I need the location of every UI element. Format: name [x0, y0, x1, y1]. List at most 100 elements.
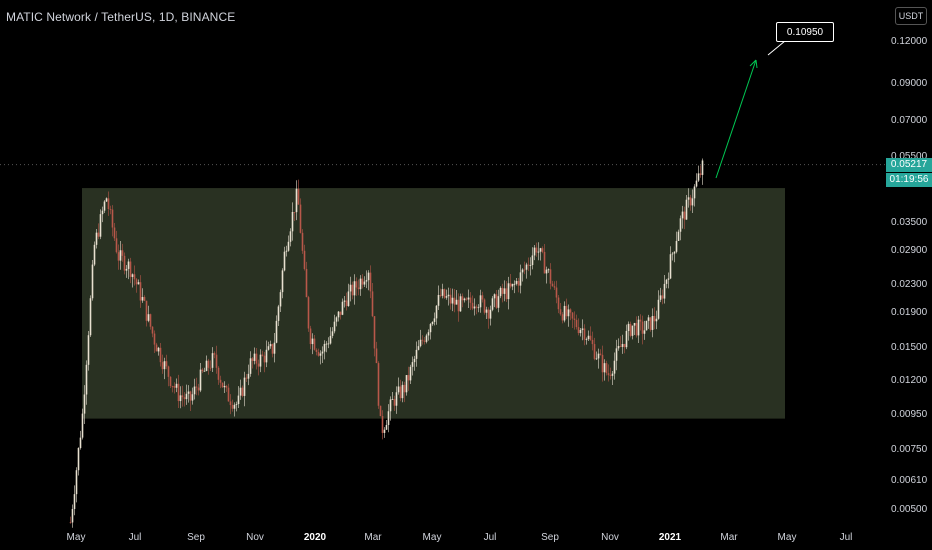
candle-body — [215, 354, 218, 368]
candle-body — [377, 363, 380, 406]
candle-body — [159, 347, 162, 363]
candle-body — [299, 204, 302, 233]
candle-body — [517, 280, 520, 286]
candle-body — [119, 250, 122, 261]
candle-body — [161, 362, 164, 370]
candle-body — [173, 386, 176, 388]
candle-body — [577, 327, 580, 334]
candle-body — [553, 286, 556, 288]
candle-body — [621, 343, 624, 347]
candle-body — [83, 394, 86, 414]
candle-body — [129, 261, 132, 277]
candle-body — [693, 186, 696, 199]
candle-body — [175, 383, 178, 388]
price-tick-label: 0.09000 — [891, 78, 928, 90]
candle-body — [355, 281, 358, 288]
candle-body — [241, 387, 244, 396]
candle-body — [205, 360, 208, 371]
candle-body — [617, 346, 620, 349]
candle-body — [615, 348, 618, 361]
candle-body — [313, 338, 316, 350]
candle-body — [101, 210, 104, 215]
candle-body — [663, 283, 666, 299]
candle-body — [523, 269, 526, 271]
candle-body — [267, 346, 270, 350]
candle-body — [145, 300, 148, 321]
candle-body — [685, 199, 688, 220]
candle-body — [439, 295, 442, 296]
candle-body — [321, 351, 324, 354]
candle-body — [427, 332, 430, 336]
candle-body — [497, 296, 500, 308]
price-tick-label: 0.00950 — [891, 409, 928, 421]
candle-body — [573, 318, 576, 320]
candle-body — [373, 316, 376, 349]
candle-body — [271, 344, 274, 354]
candle-body — [279, 292, 282, 307]
candle-body — [75, 470, 78, 495]
last-price-label: 0.05217 — [886, 157, 932, 172]
candle-body — [303, 250, 306, 269]
candle-body — [305, 268, 308, 298]
currency-button[interactable]: USDT — [895, 7, 927, 25]
candle-body — [473, 306, 476, 309]
candle-body — [591, 339, 594, 345]
candle-body — [569, 309, 572, 313]
candle-body — [369, 272, 372, 292]
candle-body — [283, 251, 286, 271]
candle-body — [227, 387, 230, 402]
candle-body — [71, 508, 74, 523]
time-tick-label: Jul — [128, 532, 142, 543]
candle-body — [493, 294, 496, 299]
candle-body — [341, 301, 344, 315]
candle-body — [87, 335, 90, 365]
candle-body — [363, 281, 366, 285]
callout-pointer — [767, 40, 786, 56]
target-price-callout[interactable]: 0.10950 — [776, 22, 834, 42]
candle-body — [127, 261, 130, 269]
candle-body — [193, 386, 196, 395]
candle-body — [539, 248, 542, 252]
candle-body — [421, 339, 424, 341]
candle-body — [393, 399, 396, 406]
candle-body — [235, 404, 238, 405]
candle-body — [113, 227, 116, 239]
candle-body — [359, 278, 362, 290]
candle-body — [701, 160, 704, 175]
candle-body — [99, 214, 102, 237]
candle-body — [499, 287, 502, 297]
candle-body — [691, 198, 694, 206]
candle-body — [475, 306, 478, 308]
candle-body — [255, 353, 258, 364]
candle-body — [93, 244, 96, 265]
candle-body — [665, 279, 668, 284]
candle-body — [239, 387, 242, 396]
candle-body — [337, 311, 340, 318]
candle-body — [467, 297, 470, 300]
candle-body — [179, 395, 182, 402]
time-tick-label: May — [777, 532, 797, 543]
candle-body — [695, 180, 698, 187]
candle-body — [485, 309, 488, 313]
candle-body — [295, 188, 298, 213]
price-tick-label: 0.02900 — [891, 245, 928, 257]
candle-body — [515, 280, 518, 284]
candle-body — [315, 349, 318, 352]
candle-body — [581, 328, 584, 330]
candle-body — [567, 309, 570, 317]
candle-body — [675, 240, 678, 252]
candle-body — [217, 367, 220, 380]
candle-body — [137, 282, 140, 285]
candle-body — [449, 294, 452, 304]
time-tick-label: 2021 — [658, 532, 682, 543]
target-arrow — [715, 59, 757, 179]
candle-body — [125, 268, 128, 271]
candle-body — [697, 173, 700, 181]
candle-body — [141, 297, 144, 301]
price-tick-label: 0.01900 — [891, 307, 928, 319]
candle-body — [589, 335, 592, 340]
candle-body — [111, 209, 114, 228]
candle-body — [115, 238, 118, 253]
